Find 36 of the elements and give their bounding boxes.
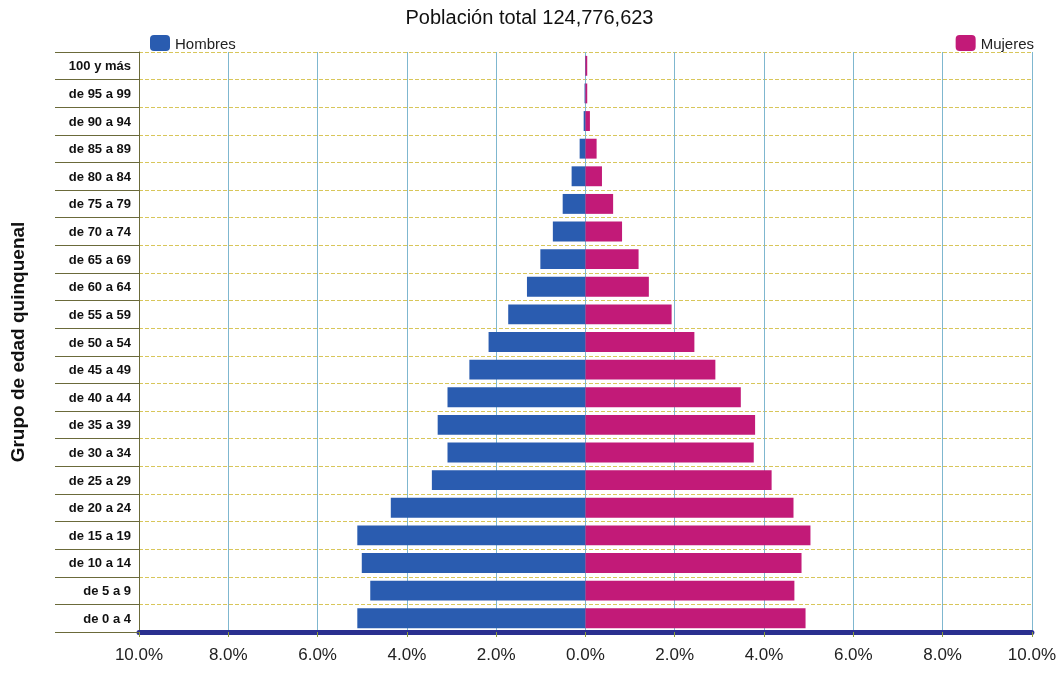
x-tick-label: 4.0% <box>387 645 427 664</box>
x-tick-label: 10.0% <box>114 645 164 664</box>
y-tick-label: de 35 a 39 <box>68 417 131 433</box>
y-axis-title: Grupo de edad quinquenal <box>7 221 28 463</box>
y-tick-label: de 5 a 9 <box>83 583 131 599</box>
y-tick-label: de 45 a 49 <box>68 362 131 378</box>
x-tick-label: 2.0% <box>655 645 695 664</box>
y-tick-label: de 65 a 69 <box>68 251 131 267</box>
y-tick-label: de 95 a 99 <box>68 85 131 101</box>
y-tick-label: de 20 a 24 <box>68 500 132 516</box>
y-tick-label: de 60 a 64 <box>68 279 132 295</box>
x-tick-label: 2.0% <box>476 645 516 664</box>
y-tick-label: de 55 a 59 <box>68 306 131 322</box>
y-tick-label: de 0 a 4 <box>83 610 132 626</box>
y-tick-label: de 80 a 84 <box>68 168 132 184</box>
x-tick-label: 6.0% <box>298 645 337 664</box>
y-tick-label: de 75 a 79 <box>68 196 131 212</box>
y-tick-label: de 15 a 19 <box>68 527 131 543</box>
y-tick-label: de 90 a 94 <box>68 113 132 129</box>
y-tick-label: de 10 a 14 <box>68 555 132 571</box>
y-tick-label: de 25 a 29 <box>68 472 131 488</box>
legend-label: Hombres <box>175 34 236 52</box>
y-tick-label: de 30 a 34 <box>68 444 132 460</box>
chart-title: Población total 124,776,623 <box>405 6 654 28</box>
x-tick-label: 8.0% <box>923 645 962 664</box>
x-tick-label: 4.0% <box>744 645 784 664</box>
x-tick-label: 8.0% <box>208 645 248 664</box>
y-tick-label: de 50 a 54 <box>68 334 132 350</box>
y-tick-label: de 40 a 44 <box>68 389 132 405</box>
y-tick-label: de 70 a 74 <box>68 224 132 240</box>
x-tick-label: 0.0% <box>566 645 605 664</box>
x-tick-label: 10.0% <box>1007 645 1056 664</box>
y-tick-label: 100 y más <box>68 58 131 74</box>
legend-label: Mujeres <box>980 34 1035 52</box>
y-tick-label: de 85 a 89 <box>68 141 131 157</box>
x-tick-label: 6.0% <box>833 645 873 664</box>
